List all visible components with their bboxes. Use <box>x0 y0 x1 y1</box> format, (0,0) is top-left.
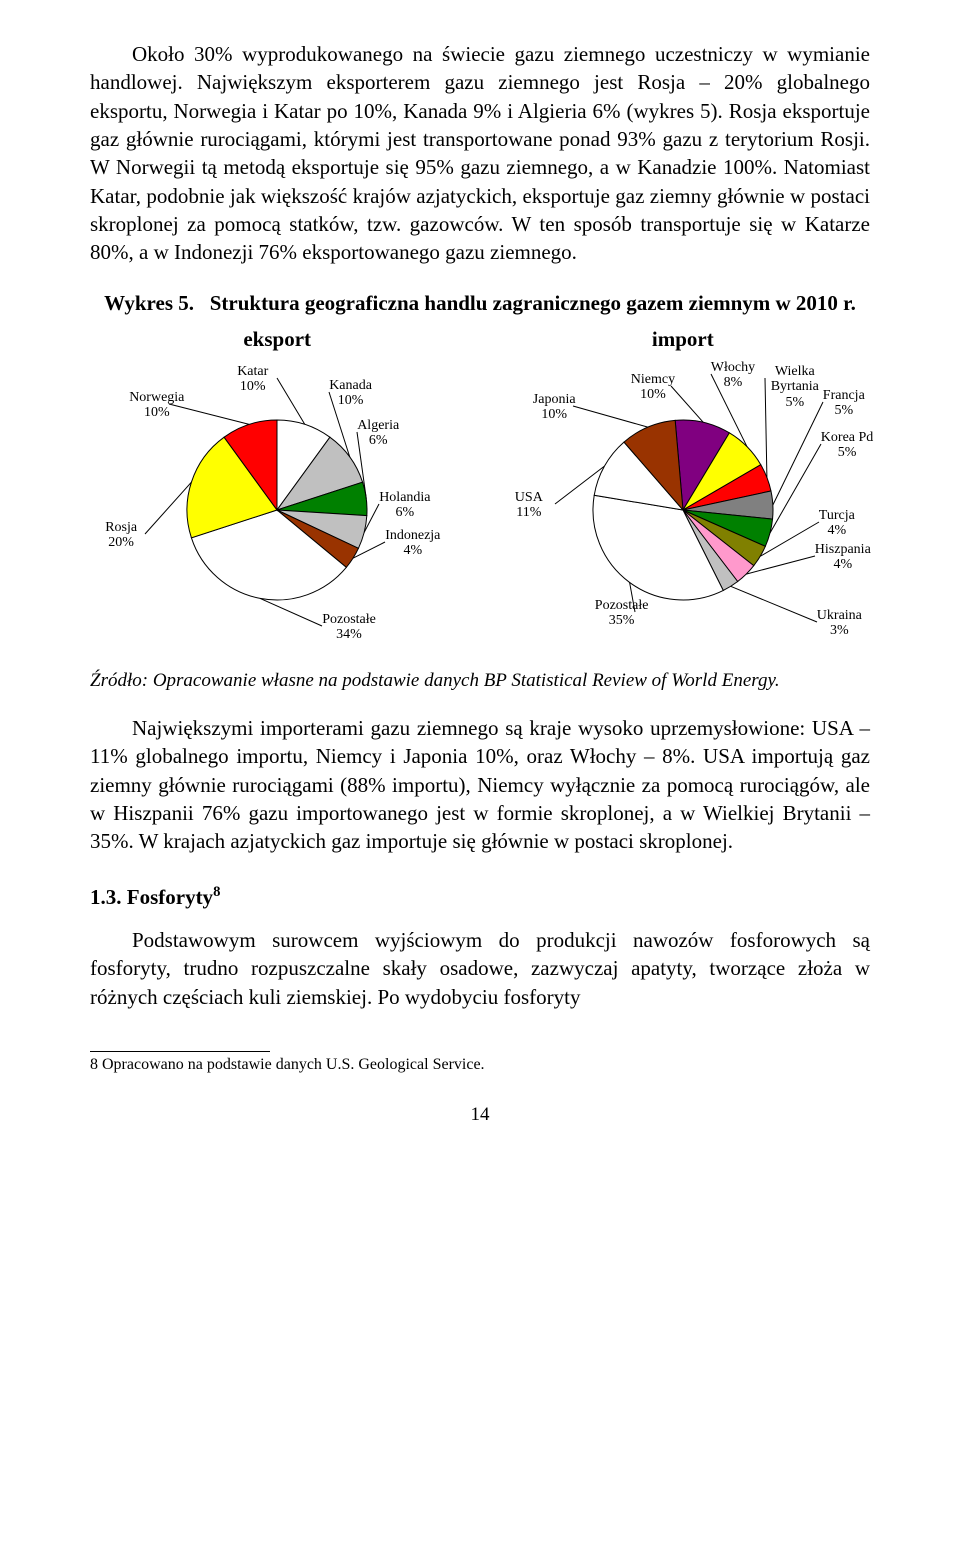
chart-title: Wykres 5. Struktura geograficzna handlu … <box>90 289 870 317</box>
pie-leader <box>260 598 322 626</box>
chart-source: Źródło: Opracowanie własne na podstawie … <box>90 670 870 692</box>
pie-label: Francja5% <box>823 388 865 419</box>
section-heading-text: 1.3. Fosforyty <box>90 885 213 909</box>
import-subtitle: import <box>652 327 714 352</box>
pie-label: Norwegia10% <box>129 390 184 421</box>
section-heading-sup: 8 <box>213 884 220 900</box>
paragraph-intro: Około 30% wyprodukowanego na świecie gaz… <box>90 40 870 267</box>
pie-label: Hiszpania4% <box>815 542 871 573</box>
section-heading: 1.3. Fosforyty8 <box>90 884 870 910</box>
chart-title-rest: Struktura geograficzna handlu zagraniczn… <box>210 291 856 315</box>
pie-label: Ukraina3% <box>817 608 862 639</box>
export-subtitle: eksport <box>243 327 311 352</box>
pie-label: USA11% <box>515 490 543 521</box>
pie-label: Niemcy10% <box>631 372 675 403</box>
pie-label: Rosja20% <box>105 520 137 551</box>
import-chart-cell: import Niemcy10% Włochy8% Wielka Byrtania5… <box>496 327 870 660</box>
pie-label: Korea Pd5% <box>821 430 874 461</box>
export-pie: Katar10% Kanada10% Algeria6% Holandia6% Indo… <box>90 360 464 660</box>
pie-label: Indonezja4% <box>385 528 440 559</box>
pie-leader <box>145 482 191 534</box>
pie-label: Katar10% <box>237 364 268 395</box>
footnote-text: 8 Opracowano na podstawie danych U.S. Ge… <box>90 1056 870 1074</box>
paragraph-fosforyty: Podstawowym surowcem wyjściowym do produ… <box>90 926 870 1011</box>
pie-label: Kanada10% <box>329 378 372 409</box>
paragraph-importers: Największymi importerami gazu ziemnego s… <box>90 714 870 856</box>
charts-row: eksport Katar10% Kanada10% Algeria6% Holand… <box>90 327 870 660</box>
pie-leader <box>277 378 305 424</box>
import-pie: Niemcy10% Włochy8% Wielka Byrtania5%Francj… <box>496 360 870 660</box>
pie-label: Holandia6% <box>379 490 430 521</box>
pie-label: Pozostałe35% <box>595 598 649 629</box>
pie-label: Wielka Byrtania5% <box>765 364 825 410</box>
pie-label: Pozostałe34% <box>322 612 376 643</box>
page-number: 14 <box>90 1104 870 1126</box>
pie-label: Algeria6% <box>357 418 399 449</box>
chart-title-lead: Wykres 5. <box>104 291 194 315</box>
pie-label: Japonia10% <box>533 392 576 423</box>
pie-leader <box>671 386 703 422</box>
footnote-separator <box>90 1051 270 1052</box>
pie-label: Włochy8% <box>711 360 755 391</box>
pie-label: Turcja4% <box>819 508 855 539</box>
pie-leader <box>573 406 648 427</box>
export-chart-cell: eksport Katar10% Kanada10% Algeria6% Holand… <box>90 327 464 660</box>
pie-leader <box>730 586 816 622</box>
